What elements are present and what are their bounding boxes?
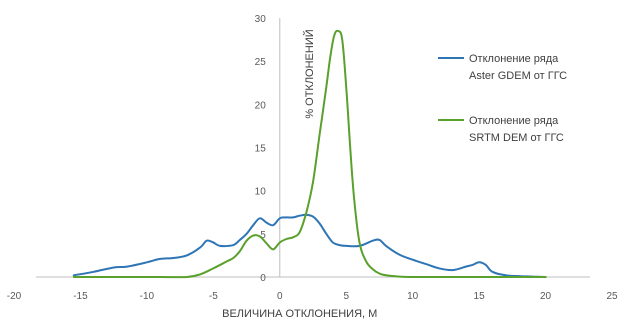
x-tick-label: -20 [7,291,22,302]
x-axis-title: ВЕЛИЧИНА ОТКЛОНЕНИЯ, М [222,308,377,320]
x-tick-label: 20 [540,291,552,302]
x-tick-label: 5 [343,291,349,302]
y-tick-label: 25 [255,57,267,68]
x-tick-label: 0 [277,291,283,302]
series-layer [72,29,547,279]
legend-label: Aster GDEM от ГГС [469,70,567,82]
legend-label: Отклонение ряда [469,115,559,127]
y-axis-title: % ОТКЛОНЕНИЙ [303,29,316,118]
y-tick-label: 30 [255,14,267,25]
x-tick-label: 25 [606,291,618,302]
y-tick-labels: 0 5 10 15 20 25 30 [255,14,267,284]
legend-label: SRTM DEM от ГГС [469,132,564,144]
series-line-srtm-dem [72,29,547,279]
legend: Отклонение ряда Aster GDEM от ГГС Отклонен… [438,53,567,144]
y-tick-label: 5 [260,230,266,241]
legend-label: Отклонение ряда [469,53,559,65]
y-tick-label: 0 [260,273,266,284]
y-tick-label: 10 [255,187,267,198]
series-line-aster-gdem [72,213,547,278]
x-tick-label: 10 [407,291,419,302]
x-tick-label: -10 [140,291,155,302]
x-tick-label: -5 [209,291,218,302]
y-tick-label: 20 [255,100,267,111]
x-tick-label: -15 [73,291,88,302]
x-tick-label: 15 [474,291,486,302]
x-tick-labels: -20 -15 -10 -5 0 5 10 15 20 25 [7,291,618,302]
y-tick-label: 15 [255,144,267,155]
